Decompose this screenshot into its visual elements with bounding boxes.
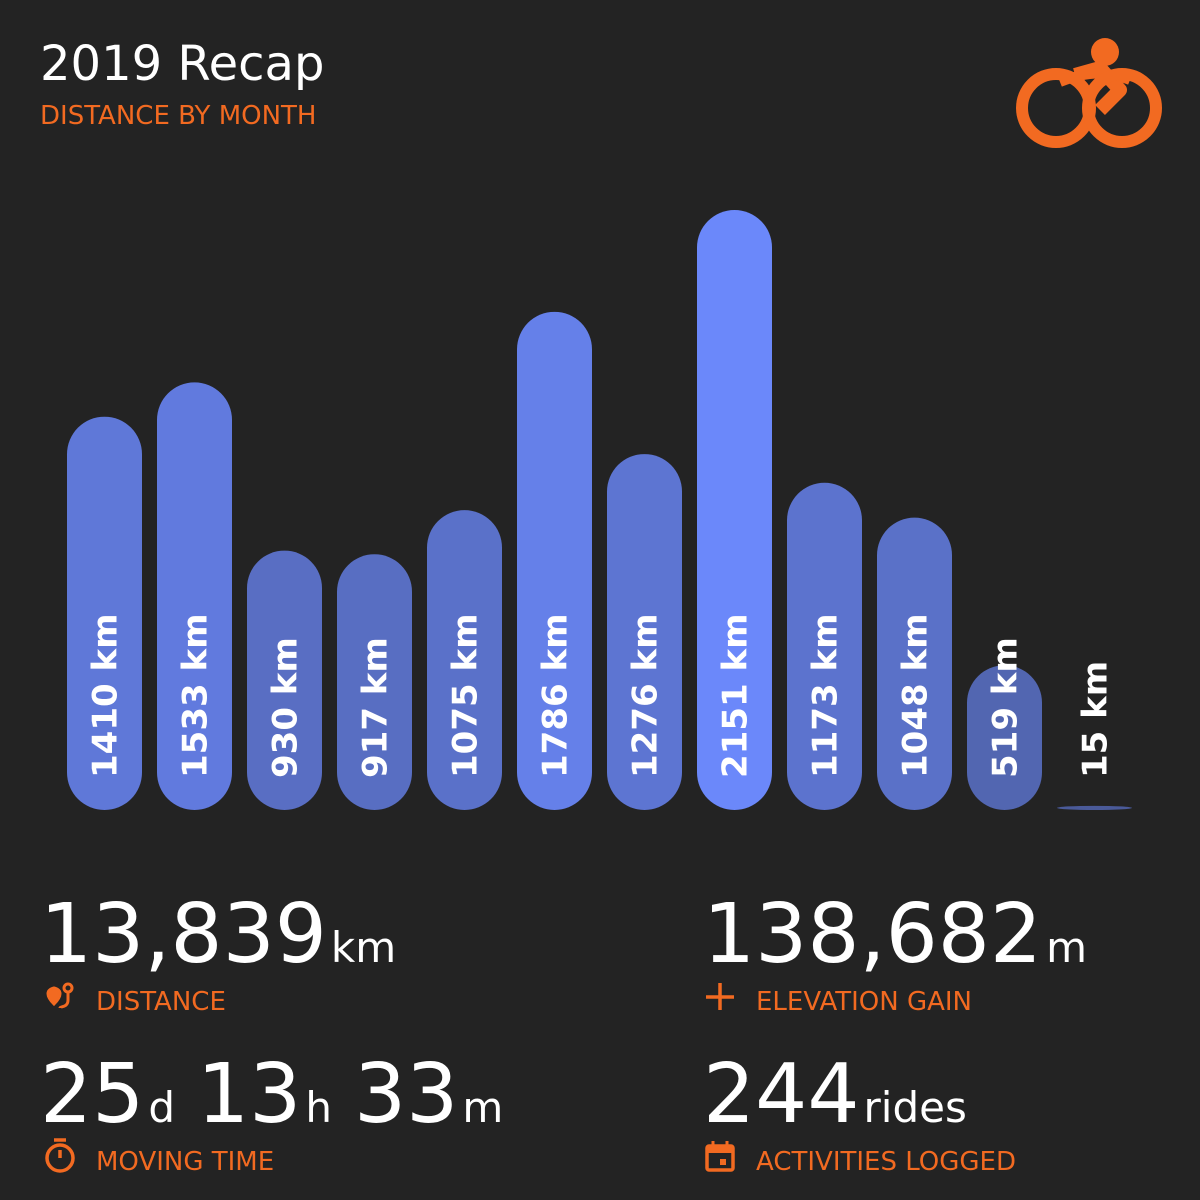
- value-label: 2151 km: [716, 613, 756, 778]
- bar: [607, 454, 682, 810]
- value-label: 1786 km: [536, 613, 576, 778]
- stopwatch-icon: [45, 1138, 75, 1173]
- chart-subtitle: DISTANCE BY MONTH: [40, 101, 316, 131]
- plus-icon: [706, 983, 734, 1010]
- value-label: 1276 km: [626, 613, 666, 778]
- value-label: 1075 km: [446, 613, 486, 778]
- value-label: 15 km: [1076, 661, 1116, 778]
- value-label: 930 km: [266, 637, 306, 778]
- bar: [337, 554, 412, 810]
- value-label: 1173 km: [806, 613, 846, 778]
- bar: [427, 510, 502, 810]
- calendar-icon: [705, 1141, 735, 1172]
- value-label: 1533 km: [176, 613, 216, 778]
- bar: [967, 665, 1042, 810]
- stat-label: ELEVATION GAIN: [756, 987, 972, 1017]
- bar: [247, 550, 322, 810]
- chart-title: 2019 Recap: [40, 36, 324, 92]
- value-label: 519 km: [986, 637, 1026, 778]
- bar: [67, 416, 142, 810]
- stat-rides: 244rides: [703, 1047, 967, 1142]
- cyclist-logo: [1016, 38, 1162, 148]
- stat-label: ACTIVITIES LOGGED: [756, 1147, 1016, 1177]
- distance-icon: [46, 982, 74, 1009]
- stat-label: MOVING TIME: [96, 1147, 274, 1177]
- value-label: 1410 km: [86, 613, 126, 778]
- bar: [877, 517, 952, 810]
- stat-label: DISTANCE: [96, 987, 226, 1017]
- stat-distance: 13,839km: [40, 887, 396, 982]
- stat-elevation: 138,682m: [703, 887, 1087, 982]
- bar-chart: 1410 km 1533 km 930 km 917 km 1075 km 1786 km…: [67, 210, 1132, 810]
- bar: [157, 382, 232, 810]
- stat-moving-time: 25d 13h 33m: [40, 1047, 503, 1142]
- bar: [697, 210, 772, 810]
- value-label: 917 km: [356, 637, 396, 778]
- bar: [1057, 805, 1132, 810]
- value-label: 1048 km: [896, 613, 936, 778]
- bar: [517, 311, 592, 810]
- bar: [787, 482, 862, 810]
